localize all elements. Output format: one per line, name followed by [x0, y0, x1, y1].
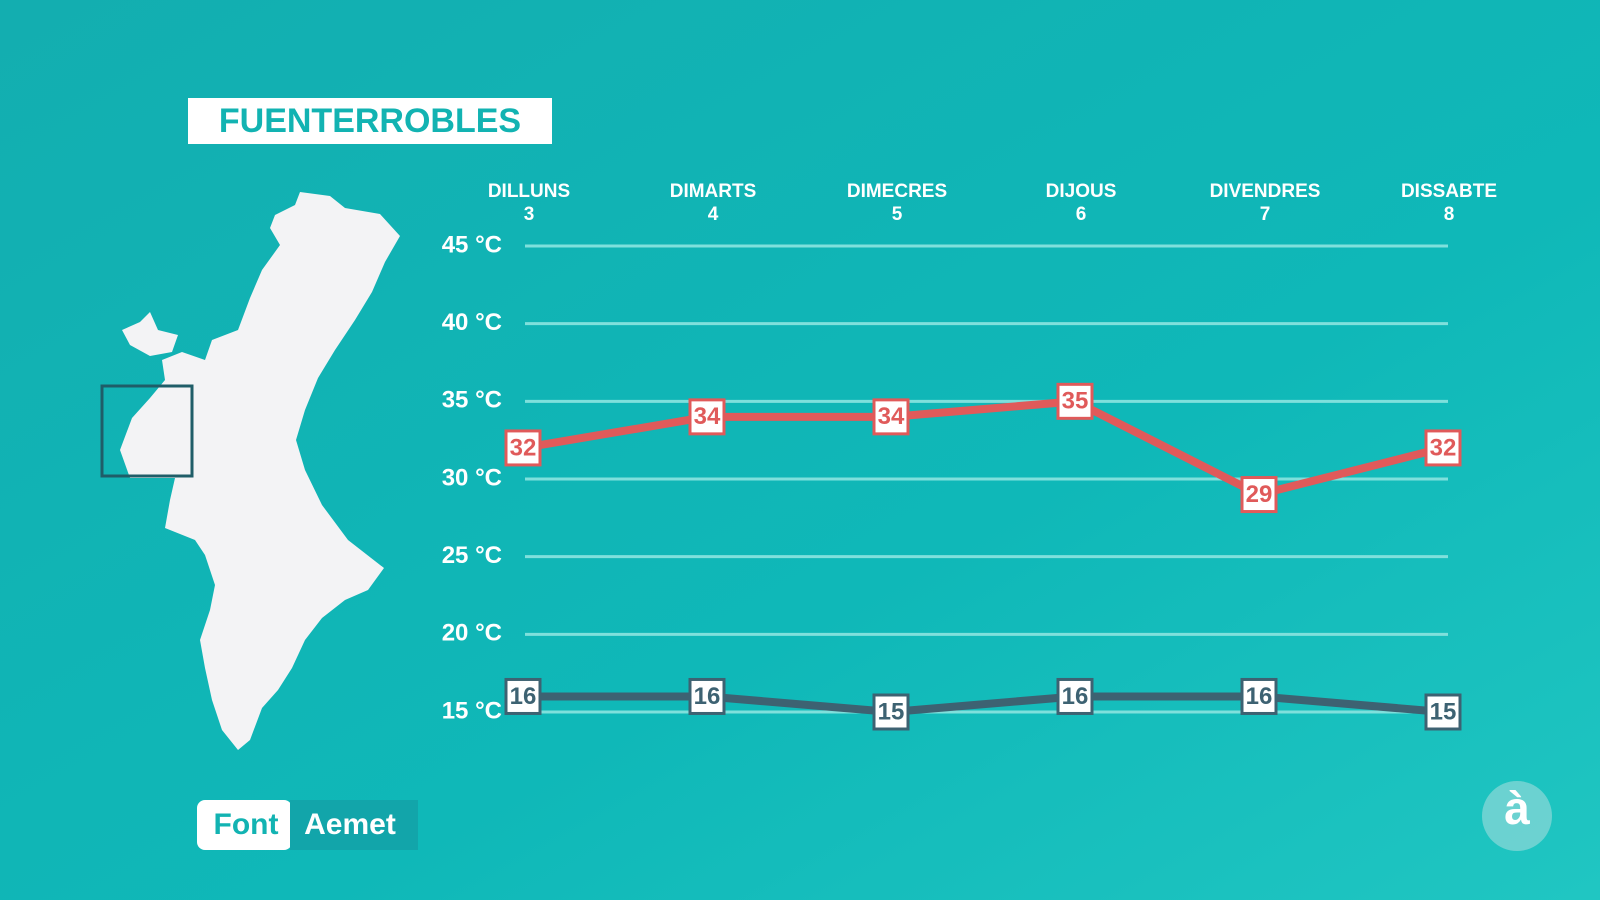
point-marker	[1240, 476, 1278, 514]
y-tick-label: 30 °C	[442, 464, 502, 491]
point-marker	[504, 677, 542, 715]
value-label: 16	[1062, 683, 1089, 710]
value-label: 35	[1062, 388, 1089, 415]
x-tick-label: DIMARTS	[670, 181, 757, 202]
point-marker	[688, 398, 726, 436]
value-label: 16	[1246, 683, 1273, 710]
point-marker	[872, 693, 910, 731]
region-map	[120, 192, 400, 750]
x-tick-date: 6	[1076, 204, 1087, 225]
point-marker	[688, 677, 726, 715]
source-label-box	[197, 800, 292, 850]
value-label: 34	[694, 403, 721, 430]
title-box	[188, 98, 552, 144]
x-tick-label: DILLUNS	[488, 181, 570, 202]
x-tick-label: DISSABTE	[1401, 181, 1497, 202]
x-tick-label: DIVENDRES	[1210, 181, 1321, 202]
x-tick-label: DIMECRES	[847, 181, 947, 202]
source-label: Font	[214, 808, 279, 841]
logo-circle	[1482, 781, 1552, 851]
point-marker	[1240, 677, 1278, 715]
x-tick-date: 8	[1444, 204, 1455, 225]
point-marker	[1424, 693, 1462, 731]
value-label: 32	[510, 434, 537, 461]
x-tick-date: 3	[524, 204, 535, 225]
value-label: 15	[1430, 698, 1457, 725]
source: Aemet	[304, 808, 396, 841]
value-label: 29	[1246, 481, 1273, 508]
point-marker	[872, 398, 910, 436]
series-line	[522, 397, 1444, 499]
y-tick-label: 45 °C	[442, 231, 502, 258]
x-tick-date: 5	[892, 204, 903, 225]
x-tick-date: 7	[1260, 204, 1271, 225]
value-label: 32	[1430, 434, 1457, 461]
value-label: 15	[878, 698, 905, 725]
series-line	[523, 692, 1444, 716]
location-box	[100, 384, 194, 478]
x-tick-label: DIJOUS	[1046, 181, 1117, 202]
y-tick-label: 20 °C	[442, 620, 502, 647]
y-tick-label: 15 °C	[442, 697, 502, 724]
y-tick-label: 25 °C	[442, 542, 502, 569]
point-marker	[504, 429, 542, 467]
logo: à	[1504, 782, 1530, 834]
x-tick-date: 4	[708, 204, 719, 225]
value-label: 16	[510, 683, 537, 710]
point-marker	[1056, 382, 1094, 420]
value-label: 34	[878, 403, 905, 430]
point-marker	[1056, 677, 1094, 715]
y-tick-label: 40 °C	[442, 309, 502, 336]
source-box	[290, 800, 418, 850]
y-tick-label: 35 °C	[442, 387, 502, 414]
value-label: 16	[694, 683, 721, 710]
point-marker	[1424, 429, 1462, 467]
chart-title: FUENTERROBLES	[219, 102, 521, 140]
